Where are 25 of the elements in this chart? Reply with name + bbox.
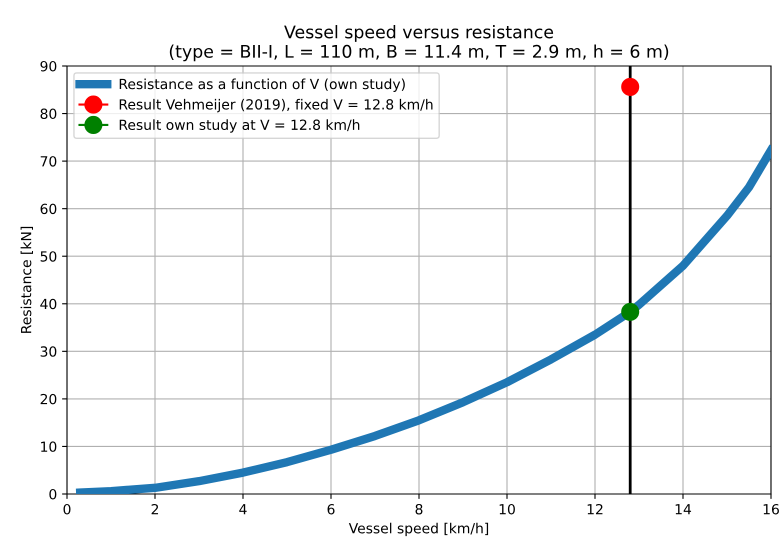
y-tick-label: 70	[40, 156, 56, 167]
legend-label: Resistance as a function of V (own study)	[120, 78, 405, 92]
x-tick-label: 8	[416, 504, 422, 514]
y-tick-label: 0	[49, 488, 56, 500]
x-tick-label: 4	[239, 504, 247, 514]
y-axis-title: Resistance [kN]	[20, 226, 33, 333]
x-tick-label: 12	[588, 504, 602, 514]
chart-title: Vessel speed versus resistance (type = BII-I, L = 110 m, B = 11.4 m, T = 2.9 m, h = 6 m)	[170, 25, 668, 62]
y-tick-label: 80	[40, 108, 56, 120]
y-tick-label: 20	[40, 394, 56, 404]
x-tick-label: 6	[328, 504, 335, 514]
y-tick-label: 30	[40, 346, 56, 357]
y-tick-label: 50	[40, 251, 56, 262]
y-tick-label: 40	[40, 298, 56, 310]
x-tick-label: 2	[152, 504, 158, 514]
x-tick-label: 10	[500, 504, 515, 514]
legend-label: Result own study at V = 12.8 km/h	[120, 119, 360, 133]
x-tick-label: 14	[676, 504, 692, 514]
y-tick-label: 60	[40, 204, 56, 214]
y-tick-label: 90	[40, 60, 56, 72]
y-tick-label: 10	[41, 441, 56, 452]
legend-label: Result Vehmeijer (2019), fixed V = 12.8 km/h	[120, 98, 432, 112]
x-axis-title: Vessel speed [km/h]	[348, 522, 488, 536]
x-tick-label: 16	[764, 504, 779, 514]
x-tick-label: 0	[63, 504, 70, 514]
